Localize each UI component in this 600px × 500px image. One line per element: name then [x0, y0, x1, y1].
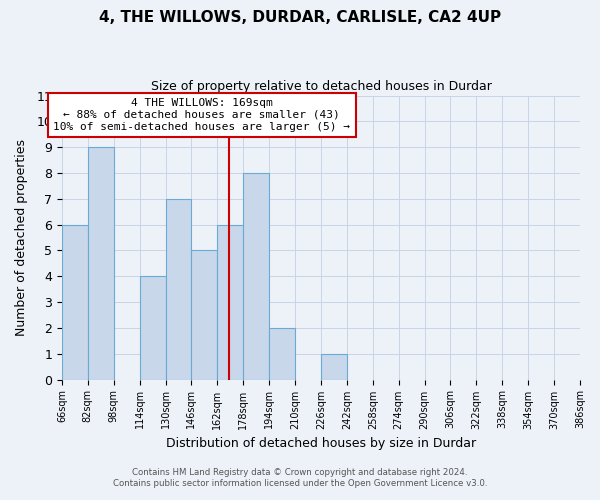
Bar	[269, 328, 295, 380]
Bar	[62, 224, 88, 380]
Bar	[140, 276, 166, 380]
Bar	[166, 199, 191, 380]
Bar	[191, 250, 217, 380]
Text: Contains HM Land Registry data © Crown copyright and database right 2024.
Contai: Contains HM Land Registry data © Crown c…	[113, 468, 487, 487]
Bar	[321, 354, 347, 380]
X-axis label: Distribution of detached houses by size in Durdar: Distribution of detached houses by size …	[166, 437, 476, 450]
Text: 4, THE WILLOWS, DURDAR, CARLISLE, CA2 4UP: 4, THE WILLOWS, DURDAR, CARLISLE, CA2 4U…	[99, 10, 501, 25]
Bar	[88, 147, 114, 380]
Text: 4 THE WILLOWS: 169sqm
← 88% of detached houses are smaller (43)
10% of semi-deta: 4 THE WILLOWS: 169sqm ← 88% of detached …	[53, 98, 350, 132]
Bar	[217, 224, 243, 380]
Bar	[243, 173, 269, 380]
Y-axis label: Number of detached properties: Number of detached properties	[15, 139, 28, 336]
Title: Size of property relative to detached houses in Durdar: Size of property relative to detached ho…	[151, 80, 491, 93]
